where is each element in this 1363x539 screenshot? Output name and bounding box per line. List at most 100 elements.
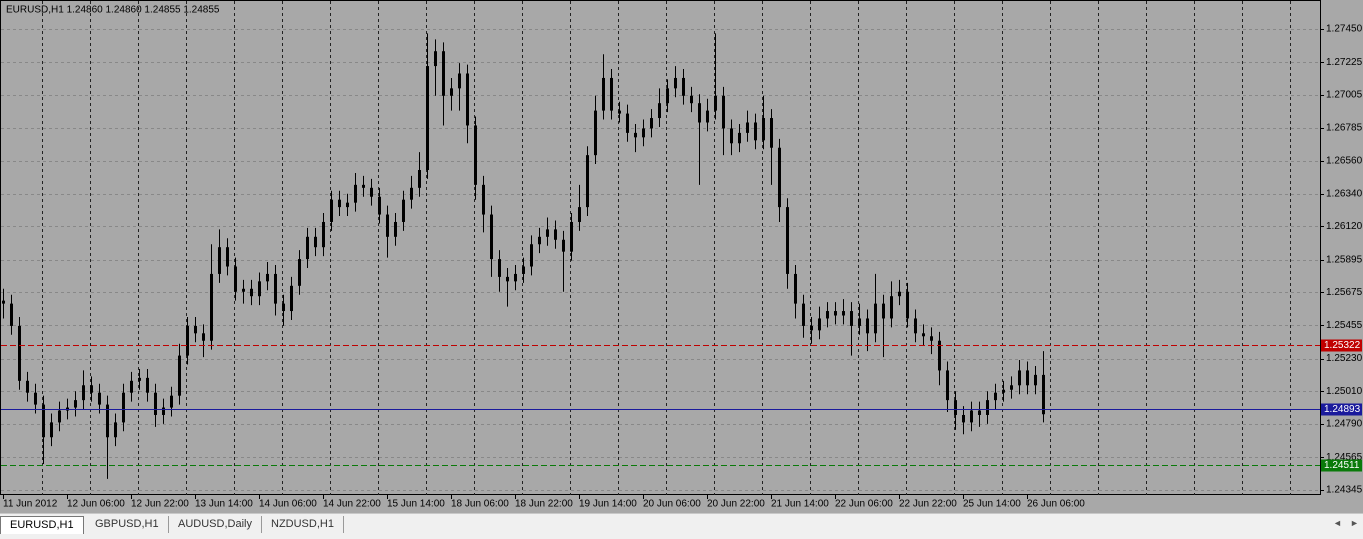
candle-body <box>802 303 805 326</box>
candle-body <box>154 392 157 415</box>
candle-body <box>666 88 669 104</box>
y-tick-label: 1.25895 <box>1326 254 1363 265</box>
chart-tab[interactable]: NZDUSD,H1 <box>262 516 344 533</box>
candle-body <box>146 377 149 393</box>
candle-body <box>402 199 405 222</box>
candle-body <box>770 118 773 148</box>
candle-body <box>866 318 869 334</box>
chart-title: EURUSD,H1 1.24860 1.24860 1.24855 1.2485… <box>6 5 220 16</box>
chart-background <box>0 0 1363 513</box>
candle-body <box>362 184 365 188</box>
x-tick-label: 15 Jun 14:00 <box>387 499 445 510</box>
candle-body <box>290 285 293 312</box>
candle-body <box>178 355 181 396</box>
y-tick-label: 1.27225 <box>1326 57 1363 68</box>
candle-body <box>658 103 661 119</box>
candle-body <box>970 410 973 423</box>
candle-body <box>42 404 45 438</box>
candle-body <box>338 199 341 208</box>
candle-body <box>98 392 101 405</box>
y-tick-label: 1.25230 <box>1326 353 1363 364</box>
candle-body <box>722 95 725 129</box>
candle-body <box>642 128 645 138</box>
candle-body <box>314 236 317 248</box>
candle-body <box>474 125 477 185</box>
candle-body <box>306 236 309 260</box>
candle-body <box>394 221 397 237</box>
plot-frame <box>0 0 1321 495</box>
candle-body <box>418 169 421 188</box>
candle-body <box>826 311 829 319</box>
chart: EURUSD,H1 1.24860 1.24860 1.24855 1.2485… <box>0 0 1363 513</box>
candle-body <box>186 325 189 356</box>
candle-body <box>690 95 693 104</box>
candle-body <box>634 132 637 138</box>
candle-body <box>450 88 453 96</box>
candle-body <box>738 132 741 144</box>
candle-body <box>2 300 5 304</box>
price-level-tag <box>1321 403 1362 416</box>
candle-body <box>522 266 525 274</box>
candle-body <box>874 303 877 334</box>
y-tick-label: 1.24565 <box>1326 452 1363 463</box>
candle-body <box>250 288 253 297</box>
candle-body <box>1042 374 1045 415</box>
y-tick-label: 1.25455 <box>1326 320 1363 331</box>
chart-tab[interactable]: GBPUSD,H1 <box>86 516 169 533</box>
candle-body <box>210 273 213 341</box>
price-level-label: 1.24511 <box>1324 460 1360 471</box>
candle-body <box>594 110 597 156</box>
candle-body <box>978 410 981 415</box>
candle-body <box>194 325 197 334</box>
candle-body <box>26 380 29 393</box>
candle-body <box>858 318 861 326</box>
candle-body <box>986 400 989 415</box>
candle-body <box>1002 389 1005 393</box>
candle-body <box>34 392 37 405</box>
x-tick-label: 14 Jun 06:00 <box>259 499 317 510</box>
x-tick-label: 21 Jun 14:00 <box>771 499 829 510</box>
candle-body <box>586 155 589 208</box>
candle-body <box>778 147 781 208</box>
y-tick-label: 1.26120 <box>1326 221 1363 232</box>
x-tick-label: 14 Jun 22:00 <box>323 499 381 510</box>
candle-body <box>906 291 909 319</box>
candle-body <box>706 110 709 123</box>
candle-body <box>538 236 541 245</box>
scroll-left[interactable]: ◄ <box>1333 518 1342 528</box>
x-tick-label: 13 Jun 14:00 <box>195 499 253 510</box>
x-tick-label: 11 Jun 2012 <box>3 499 58 510</box>
candle-body <box>434 51 437 67</box>
candle-body <box>650 118 653 129</box>
y-tick-label: 1.26785 <box>1326 122 1363 133</box>
scroll-right[interactable]: ► <box>1350 518 1359 528</box>
candle-body <box>810 325 813 331</box>
chart-tab[interactable]: EURUSD,H1 <box>0 516 84 534</box>
candle-body <box>18 325 21 381</box>
candle-body <box>426 66 429 170</box>
candle-body <box>914 318 917 334</box>
candle-body <box>466 73 469 126</box>
x-tick-label: 12 Jun 22:00 <box>131 499 189 510</box>
candle-body <box>714 95 717 111</box>
x-tick-label: 20 Jun 22:00 <box>707 499 765 510</box>
candle-body <box>930 336 933 341</box>
candle-body <box>850 311 853 326</box>
candle-body <box>602 77 605 111</box>
candle-body <box>898 291 901 297</box>
candle-body <box>762 118 765 141</box>
candle-body <box>282 303 285 312</box>
candle-body <box>786 207 789 274</box>
candle-body <box>922 333 925 337</box>
candle-body <box>482 184 485 215</box>
candle-body <box>130 380 133 393</box>
y-tick-label: 1.27005 <box>1326 90 1363 101</box>
x-tick-label: 22 Jun 06:00 <box>835 499 893 510</box>
candle-body <box>754 122 757 141</box>
y-tick-label: 1.26560 <box>1326 156 1363 167</box>
candle-body <box>266 273 269 282</box>
price-axis <box>1321 0 1363 513</box>
candle-body <box>114 422 117 438</box>
chart-tab[interactable]: AUDUSD,Daily <box>169 516 262 533</box>
price-level-label: 1.25322 <box>1324 340 1361 351</box>
